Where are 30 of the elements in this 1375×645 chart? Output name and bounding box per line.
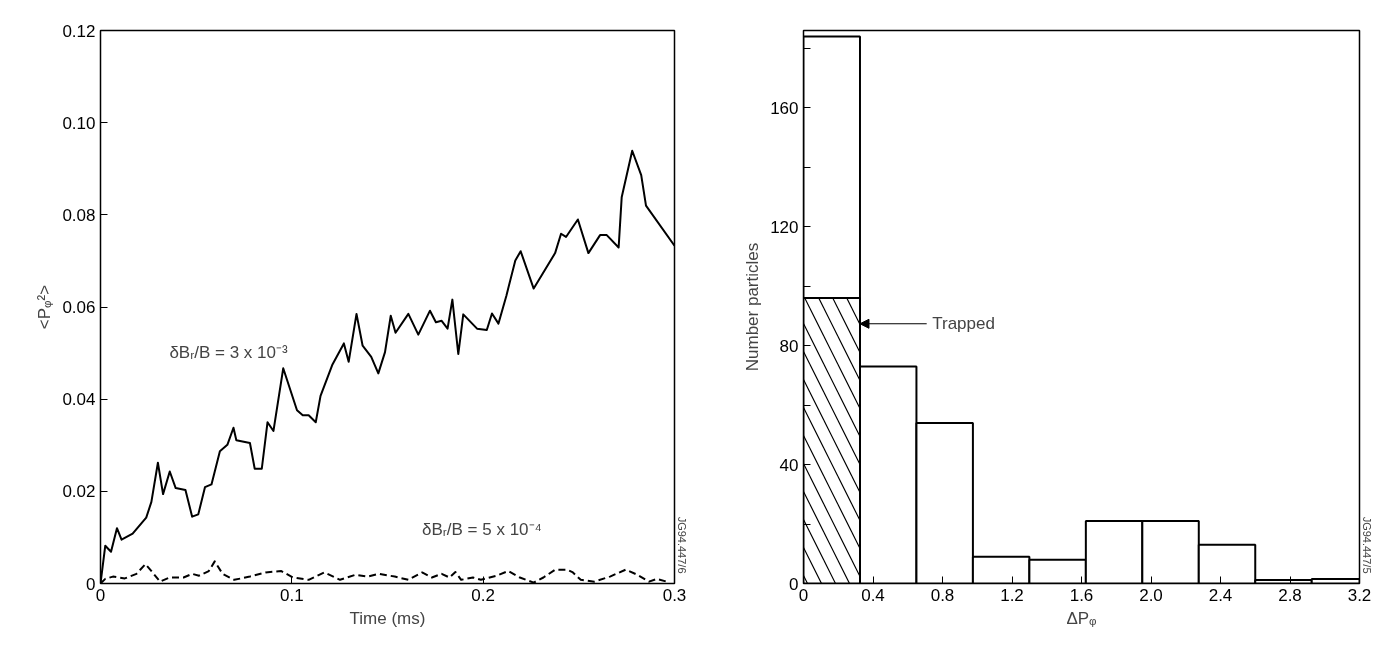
y-tick-label: 0.12 (62, 21, 96, 41)
x-axis-title: Time (ms) (349, 608, 426, 628)
x-tick-label: 1.6 (1069, 585, 1094, 605)
y-axis-title: Number particles (743, 242, 763, 372)
x-tick-label: 1.2 (1000, 585, 1024, 605)
y-axis-title: <Pᵩ²> (35, 284, 55, 330)
y-tick-label: 0.08 (62, 205, 96, 225)
x-tick-label: 2.8 (1278, 585, 1302, 605)
x-tick-label: 3.2 (1347, 585, 1372, 605)
text: JG94.447/6 (675, 516, 688, 574)
y-tick-label: 0.02 (62, 482, 96, 502)
x-tick-label: 0.8 (930, 585, 955, 605)
text: JG94.447/5 (1360, 516, 1373, 574)
x-axis-title: ΔPᵩ (1066, 608, 1098, 628)
x-tick-label: 0.3 (662, 585, 687, 605)
x-tick-label: 0.1 (280, 585, 304, 605)
x-tick-label: 2.0 (1139, 585, 1163, 605)
series-label: δBᵣ/B = 5 x 10⁻⁴ (421, 520, 542, 540)
x-tick-label: 2.4 (1208, 585, 1233, 605)
y-tick-label: 0.06 (62, 298, 96, 317)
x-tick-label: 0.4 (861, 585, 885, 605)
y-tick-label: 40 (779, 455, 799, 475)
y-tick-label: 0.10 (62, 113, 96, 133)
y-tick-label: 80 (779, 336, 799, 356)
series-label: δBᵣ/B = 3 x 10⁻³ (169, 343, 288, 363)
text: Trapped (932, 314, 995, 334)
y-tick-label: 0.04 (62, 390, 96, 410)
x-tick-label: 0.2 (471, 585, 495, 605)
y-tick-label: 160 (770, 98, 799, 118)
y-tick-label: 120 (770, 217, 799, 237)
